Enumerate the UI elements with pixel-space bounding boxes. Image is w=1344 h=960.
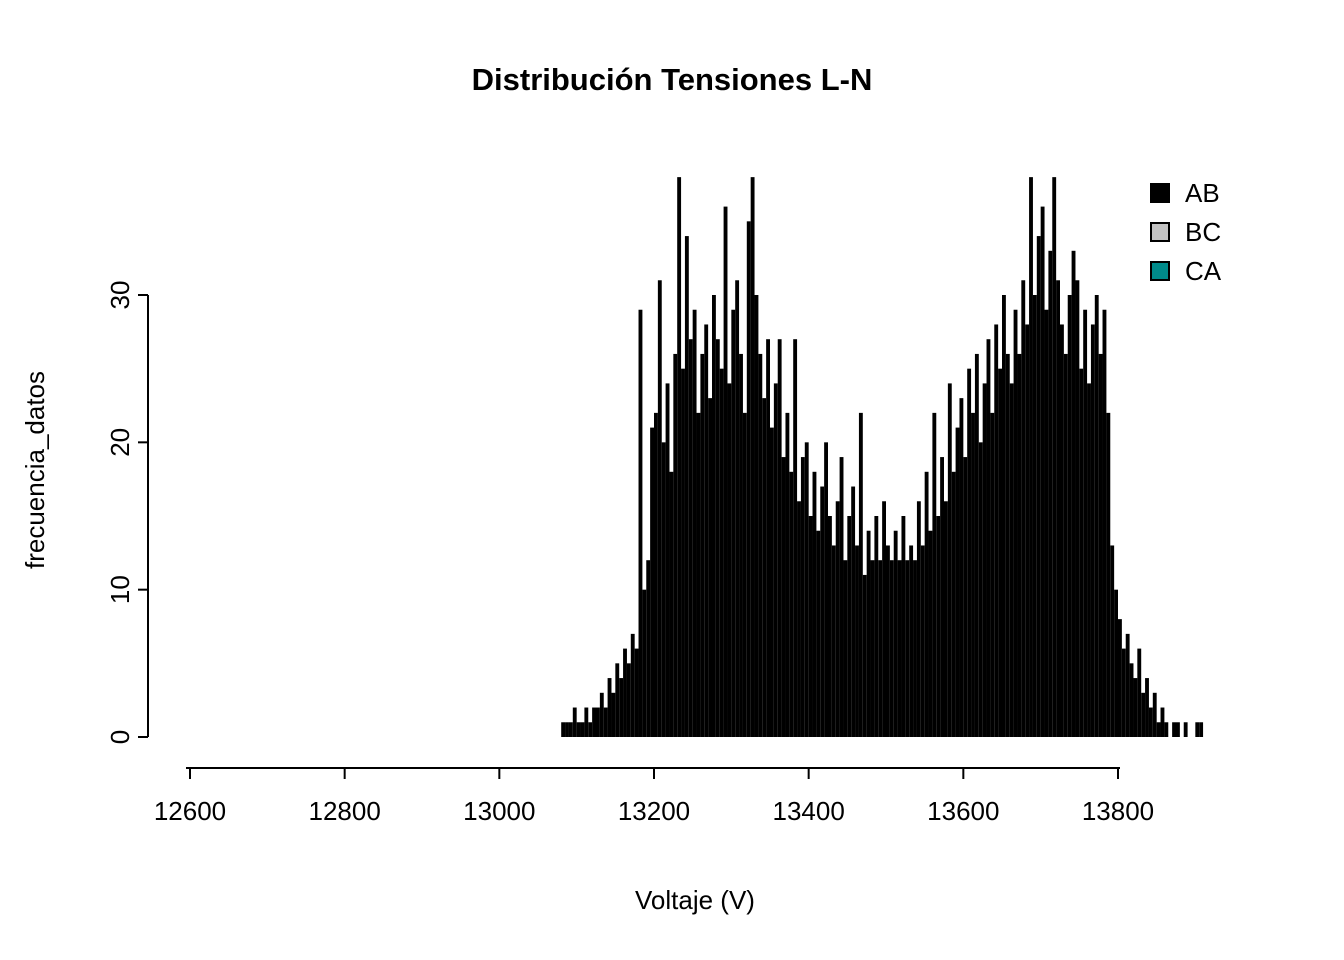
legend-label-ca: CA [1185,256,1222,286]
histogram-bars [561,177,1204,738]
legend-swatch-bc [1150,222,1170,242]
y-tick-label: 30 [105,281,135,310]
x-tick-label: 13600 [927,796,999,826]
legend-item-ca: CA [1150,258,1221,284]
x-axis-title: Voltaje (V) [635,885,755,915]
y-tick-label: 20 [105,428,135,457]
x-axis: 12600 12800 13000 13200 13400 13600 13800 [154,767,1154,826]
legend-label-bc: BC [1185,217,1222,247]
y-tick-label: 10 [105,575,135,604]
x-tick-label: 13200 [618,796,690,826]
legend-swatch-ab [1150,183,1170,203]
chart-title: Distribución Tensiones L-N [471,62,873,97]
y-axis: 0 10 20 30 [105,281,149,744]
x-tick-label: 13800 [1082,796,1154,826]
legend-swatch-ca [1150,261,1170,281]
legend-label-ab: AB [1185,178,1220,208]
x-tick-label: 13000 [463,796,535,826]
legend: AB BC CA [1150,180,1221,284]
y-axis-title: frecuencia_datos [20,370,50,570]
y-tick-label: 0 [105,730,135,744]
x-tick-label: 12800 [309,796,381,826]
x-tick-label: 12600 [154,796,226,826]
x-tick-label: 13400 [773,796,845,826]
legend-item-bc: BC [1150,219,1221,245]
legend-item-ab: AB [1150,180,1221,206]
